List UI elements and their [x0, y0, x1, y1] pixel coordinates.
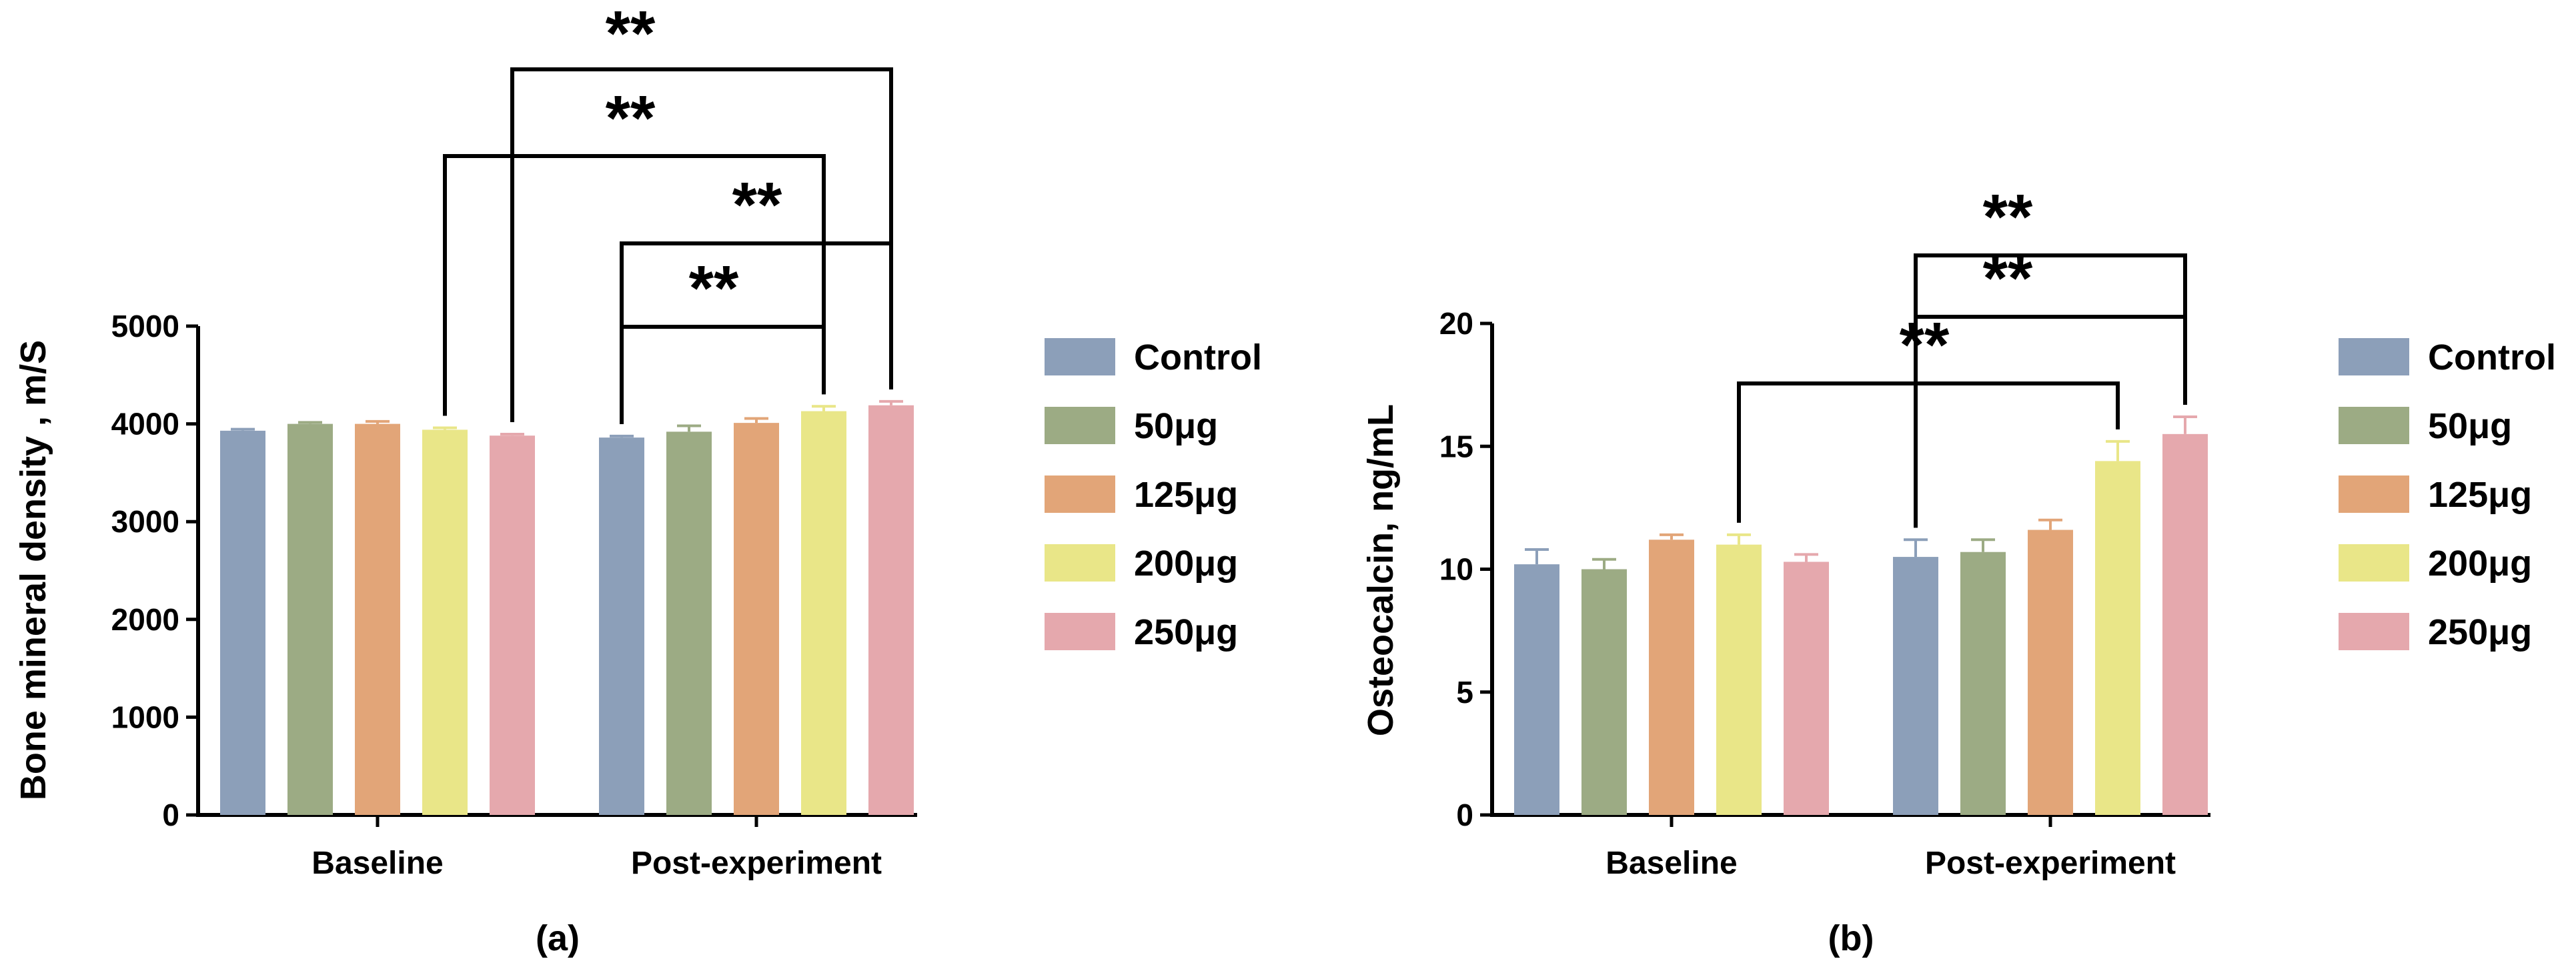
legend-swatch — [1045, 544, 1115, 582]
bar — [2162, 433, 2208, 815]
x-tick-label: Post-experiment — [631, 846, 882, 881]
bar — [220, 430, 265, 815]
bar — [1960, 552, 2006, 815]
bar — [287, 423, 333, 815]
bar — [868, 405, 914, 815]
legend-swatch — [2339, 338, 2409, 375]
legend-swatch — [2339, 613, 2409, 650]
significance-bracket — [1737, 381, 2120, 523]
legend-swatch — [1045, 613, 1115, 650]
bar — [422, 429, 468, 815]
significance-bracket — [1914, 253, 2187, 528]
legend-swatch — [1045, 338, 1115, 375]
legend-label: 125μg — [1134, 475, 1238, 515]
legend-swatch — [2339, 544, 2409, 582]
y-tick-label: 20 — [1439, 306, 1473, 341]
legend-label: 250μg — [1134, 612, 1238, 652]
x-tick-label: Post-experiment — [1925, 846, 2176, 881]
y-tick-label: 5000 — [111, 309, 179, 343]
significance-label: ** — [1900, 309, 1950, 381]
x-tick-label: Baseline — [311, 846, 443, 881]
bar — [355, 423, 400, 815]
bar — [734, 423, 779, 815]
y-tick-label: 1000 — [111, 700, 179, 734]
legend-label: 200μg — [2428, 544, 2532, 584]
legend-label: 50μg — [1134, 406, 1218, 446]
legend-label: 125μg — [2428, 475, 2532, 515]
y-tick-label: 15 — [1439, 429, 1473, 463]
significance-label: ** — [732, 169, 782, 241]
legend-label: 250μg — [2428, 612, 2532, 652]
legend-swatch — [2339, 407, 2409, 444]
significance-label: ** — [689, 253, 739, 324]
y-tick-label: 2000 — [111, 602, 179, 637]
legend-label: 50μg — [2428, 406, 2512, 446]
bar — [2095, 461, 2140, 815]
significance-label: ** — [1983, 181, 2033, 253]
bar — [1514, 564, 1559, 815]
legend-swatch — [1045, 407, 1115, 444]
bar — [1649, 540, 1694, 815]
legend-label: Control — [2428, 337, 2556, 377]
y-tick-label: 4000 — [111, 407, 179, 441]
bar — [1784, 562, 1829, 815]
legend-label: 200μg — [1134, 544, 1238, 584]
legend-swatch — [1045, 475, 1115, 513]
y-tick-label: 10 — [1439, 552, 1473, 587]
y-axis-title: Bone mineral density , m/S — [13, 340, 53, 800]
bar — [490, 435, 535, 815]
y-tick-label: 5 — [1456, 675, 1473, 710]
significance-bracket — [443, 154, 826, 416]
panel-label: (b) — [1828, 918, 1874, 958]
significance-bracket — [510, 67, 893, 422]
y-axis-title: Osteocalcin, ng/mL — [1361, 404, 1401, 736]
panel-a-chart: 0 1000 2000 3000 4000 5000 Baseline Post-experi… — [13, 0, 1262, 958]
bar — [666, 431, 712, 815]
bar — [801, 411, 846, 815]
y-tick-label: 3000 — [111, 504, 179, 539]
bar — [599, 437, 644, 815]
bar — [2028, 530, 2073, 815]
bar — [1581, 569, 1627, 815]
x-tick-label: Baseline — [1605, 846, 1737, 881]
significance-label: ** — [606, 83, 656, 154]
legend: Control 50μg 125μg 200μg 250μg — [2339, 337, 2556, 652]
bar — [1716, 544, 1762, 815]
y-tick-label: 0 — [162, 798, 179, 832]
legend-swatch — [2339, 475, 2409, 513]
y-tick-label: 0 — [1456, 798, 1473, 832]
legend-label: Control — [1134, 337, 1262, 377]
panel-label: (a) — [536, 918, 580, 958]
significance-label: ** — [606, 0, 656, 69]
bar — [1893, 557, 1938, 815]
legend: Control 50μg 125μg 200μg 250μg — [1045, 337, 1262, 652]
